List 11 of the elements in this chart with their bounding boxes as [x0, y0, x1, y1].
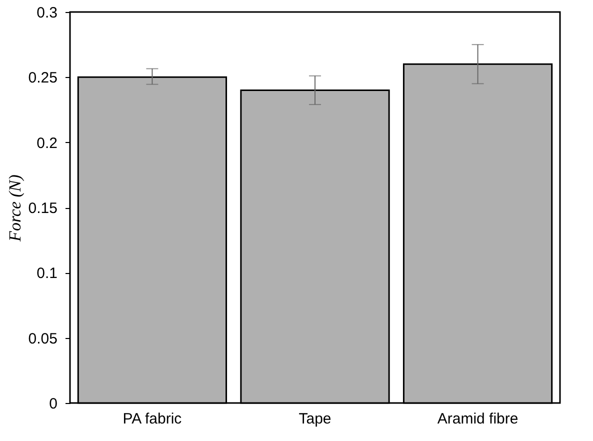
y-axis-title: Force (N) — [5, 174, 24, 242]
x-tick-label: Tape — [298, 410, 332, 428]
y-tick-label: 0.05 — [28, 330, 58, 348]
y-tick-label: 0.3 — [36, 4, 58, 22]
y-tick-label: 0.2 — [36, 134, 58, 152]
y-tick-label: 0.1 — [36, 265, 58, 282]
y-tick-label: 0.15 — [28, 200, 58, 217]
x-tick-label: Aramid fibre — [437, 410, 518, 428]
x-tick-label: PA fabric — [122, 410, 182, 428]
y-tick-label: 0.25 — [28, 70, 58, 87]
y-tick-label: 0 — [49, 396, 58, 412]
